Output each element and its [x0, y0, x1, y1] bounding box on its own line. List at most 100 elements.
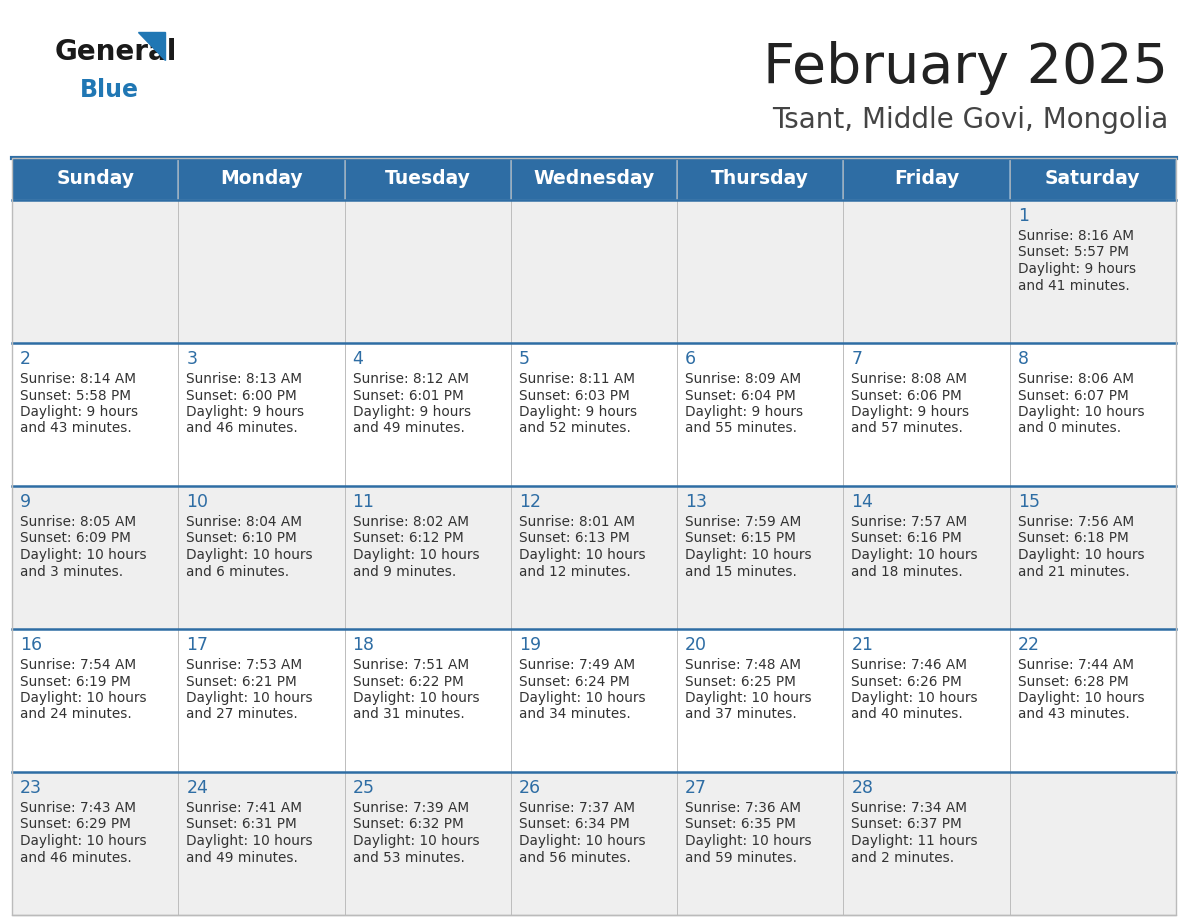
- Bar: [12, 486, 178, 629]
- Text: Daylight: 10 hours: Daylight: 10 hours: [852, 548, 978, 562]
- Text: Daylight: 10 hours: Daylight: 10 hours: [1018, 691, 1144, 705]
- Text: and 12 minutes.: and 12 minutes.: [519, 565, 631, 578]
- Text: Sunset: 6:19 PM: Sunset: 6:19 PM: [20, 675, 131, 688]
- Text: Sunrise: 8:16 AM: Sunrise: 8:16 AM: [1018, 229, 1133, 243]
- Bar: [677, 486, 843, 629]
- Text: and 41 minutes.: and 41 minutes.: [1018, 278, 1130, 293]
- Text: Daylight: 9 hours: Daylight: 9 hours: [852, 405, 969, 419]
- Bar: [511, 343, 677, 486]
- Bar: [345, 158, 511, 200]
- Text: Sunrise: 8:04 AM: Sunrise: 8:04 AM: [187, 515, 302, 529]
- Text: Sunset: 6:26 PM: Sunset: 6:26 PM: [852, 675, 962, 688]
- Bar: [511, 629, 677, 772]
- Text: Sunset: 6:34 PM: Sunset: 6:34 PM: [519, 818, 630, 832]
- Text: 5: 5: [519, 350, 530, 368]
- Text: 15: 15: [1018, 493, 1040, 511]
- Text: Daylight: 10 hours: Daylight: 10 hours: [685, 548, 811, 562]
- Bar: [843, 486, 1010, 629]
- Text: Sunset: 6:24 PM: Sunset: 6:24 PM: [519, 675, 630, 688]
- Text: Sunrise: 7:41 AM: Sunrise: 7:41 AM: [187, 801, 302, 815]
- Bar: [1010, 486, 1176, 629]
- Text: 17: 17: [187, 636, 208, 654]
- Text: Sunset: 6:04 PM: Sunset: 6:04 PM: [685, 388, 796, 402]
- Text: Sunset: 6:22 PM: Sunset: 6:22 PM: [353, 675, 463, 688]
- Text: and 24 minutes.: and 24 minutes.: [20, 708, 132, 722]
- Text: Sunrise: 7:43 AM: Sunrise: 7:43 AM: [20, 801, 135, 815]
- Text: Sunrise: 7:37 AM: Sunrise: 7:37 AM: [519, 801, 634, 815]
- Bar: [843, 629, 1010, 772]
- Text: and 3 minutes.: and 3 minutes.: [20, 565, 124, 578]
- Text: Daylight: 10 hours: Daylight: 10 hours: [187, 691, 312, 705]
- Text: Sunday: Sunday: [56, 170, 134, 188]
- Text: 2: 2: [20, 350, 31, 368]
- Text: Daylight: 10 hours: Daylight: 10 hours: [20, 548, 146, 562]
- Text: 11: 11: [353, 493, 374, 511]
- Bar: [1010, 629, 1176, 772]
- Text: Daylight: 10 hours: Daylight: 10 hours: [353, 834, 479, 848]
- Bar: [178, 200, 345, 343]
- Text: 7: 7: [852, 350, 862, 368]
- Text: Friday: Friday: [893, 170, 959, 188]
- Text: 21: 21: [852, 636, 873, 654]
- Text: Sunset: 6:01 PM: Sunset: 6:01 PM: [353, 388, 463, 402]
- Text: Sunrise: 8:08 AM: Sunrise: 8:08 AM: [852, 372, 967, 386]
- Text: and 43 minutes.: and 43 minutes.: [1018, 708, 1130, 722]
- Bar: [1010, 158, 1176, 200]
- Text: and 0 minutes.: and 0 minutes.: [1018, 421, 1120, 435]
- Text: Sunrise: 8:13 AM: Sunrise: 8:13 AM: [187, 372, 302, 386]
- Text: Daylight: 10 hours: Daylight: 10 hours: [685, 691, 811, 705]
- Text: Daylight: 9 hours: Daylight: 9 hours: [353, 405, 470, 419]
- Text: 18: 18: [353, 636, 374, 654]
- Bar: [677, 200, 843, 343]
- Text: 8: 8: [1018, 350, 1029, 368]
- Text: and 49 minutes.: and 49 minutes.: [353, 421, 465, 435]
- Text: Sunrise: 8:12 AM: Sunrise: 8:12 AM: [353, 372, 468, 386]
- Text: and 52 minutes.: and 52 minutes.: [519, 421, 631, 435]
- Text: 1: 1: [1018, 207, 1029, 225]
- Text: Sunset: 6:00 PM: Sunset: 6:00 PM: [187, 388, 297, 402]
- Text: Blue: Blue: [80, 78, 139, 102]
- Text: General: General: [55, 38, 177, 66]
- Text: Sunset: 6:37 PM: Sunset: 6:37 PM: [852, 818, 962, 832]
- Text: and 9 minutes.: and 9 minutes.: [353, 565, 456, 578]
- Text: 14: 14: [852, 493, 873, 511]
- Bar: [1010, 200, 1176, 343]
- Bar: [677, 772, 843, 915]
- Text: Daylight: 10 hours: Daylight: 10 hours: [187, 834, 312, 848]
- Text: Sunset: 6:03 PM: Sunset: 6:03 PM: [519, 388, 630, 402]
- Text: Daylight: 10 hours: Daylight: 10 hours: [685, 834, 811, 848]
- Bar: [511, 158, 677, 200]
- Bar: [12, 629, 178, 772]
- Text: Sunset: 6:32 PM: Sunset: 6:32 PM: [353, 818, 463, 832]
- Text: Daylight: 10 hours: Daylight: 10 hours: [353, 691, 479, 705]
- Bar: [178, 772, 345, 915]
- Bar: [12, 772, 178, 915]
- Text: 25: 25: [353, 779, 374, 797]
- Text: Daylight: 9 hours: Daylight: 9 hours: [519, 405, 637, 419]
- Text: 27: 27: [685, 779, 707, 797]
- Text: 20: 20: [685, 636, 707, 654]
- Text: Sunset: 6:31 PM: Sunset: 6:31 PM: [187, 818, 297, 832]
- Text: and 31 minutes.: and 31 minutes.: [353, 708, 465, 722]
- Text: and 40 minutes.: and 40 minutes.: [852, 708, 963, 722]
- Text: and 53 minutes.: and 53 minutes.: [353, 850, 465, 865]
- Bar: [511, 772, 677, 915]
- Bar: [677, 158, 843, 200]
- Text: Saturday: Saturday: [1045, 170, 1140, 188]
- Bar: [178, 486, 345, 629]
- Text: and 56 minutes.: and 56 minutes.: [519, 850, 631, 865]
- Bar: [345, 772, 511, 915]
- Text: Sunset: 6:15 PM: Sunset: 6:15 PM: [685, 532, 796, 545]
- Text: Daylight: 10 hours: Daylight: 10 hours: [519, 834, 645, 848]
- Text: and 18 minutes.: and 18 minutes.: [852, 565, 963, 578]
- Text: Daylight: 10 hours: Daylight: 10 hours: [852, 691, 978, 705]
- Bar: [178, 629, 345, 772]
- Bar: [12, 343, 178, 486]
- Text: and 37 minutes.: and 37 minutes.: [685, 708, 797, 722]
- Text: and 2 minutes.: and 2 minutes.: [852, 850, 954, 865]
- Text: Sunrise: 7:36 AM: Sunrise: 7:36 AM: [685, 801, 801, 815]
- Text: 16: 16: [20, 636, 42, 654]
- Bar: [843, 200, 1010, 343]
- Bar: [843, 343, 1010, 486]
- Text: Sunset: 6:18 PM: Sunset: 6:18 PM: [1018, 532, 1129, 545]
